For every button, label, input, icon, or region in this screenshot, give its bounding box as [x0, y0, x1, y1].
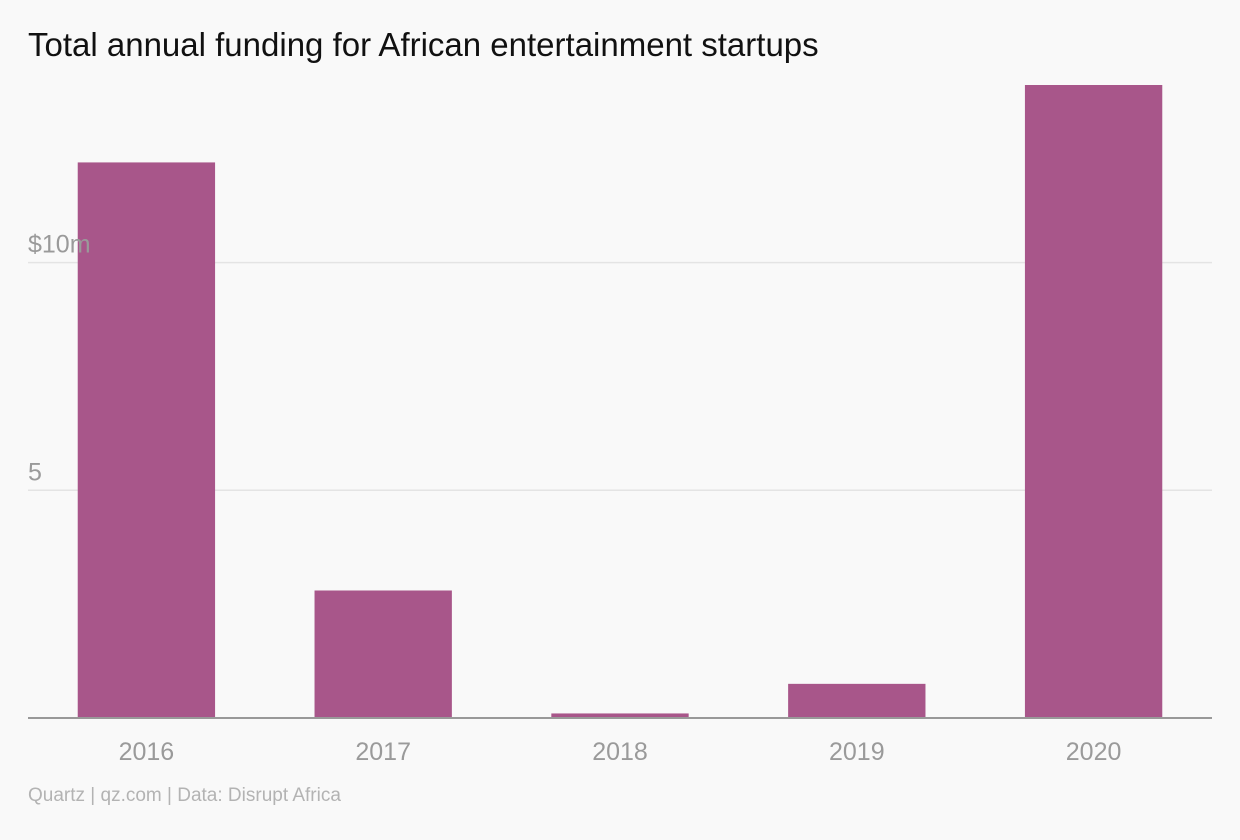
- x-tick-label: 2018: [592, 738, 648, 766]
- y-tick-labels: 5 $10m: [28, 231, 91, 487]
- y-tick-label: $10m: [28, 231, 91, 259]
- bar-2016: [77, 162, 216, 719]
- x-tick-label: 2017: [355, 738, 411, 766]
- bar-2020: [1024, 85, 1163, 718]
- x-tick-labels: 2016 2017 2018 2019 2020: [119, 738, 1122, 766]
- bar-2017: [314, 590, 452, 718]
- bars: [77, 85, 1163, 719]
- x-tick-label: 2016: [119, 738, 175, 766]
- bar-2019: [788, 683, 926, 718]
- bar-2018: [551, 713, 689, 718]
- x-tick-label: 2020: [1066, 738, 1122, 766]
- x-tick-label: 2019: [829, 738, 885, 766]
- y-tick-label: 5: [28, 458, 42, 486]
- source-credit: Quartz | qz.com | Data: Disrupt Africa: [28, 785, 341, 806]
- chart-title: Total annual funding for African enterta…: [28, 26, 819, 63]
- gridlines: [28, 261, 1212, 492]
